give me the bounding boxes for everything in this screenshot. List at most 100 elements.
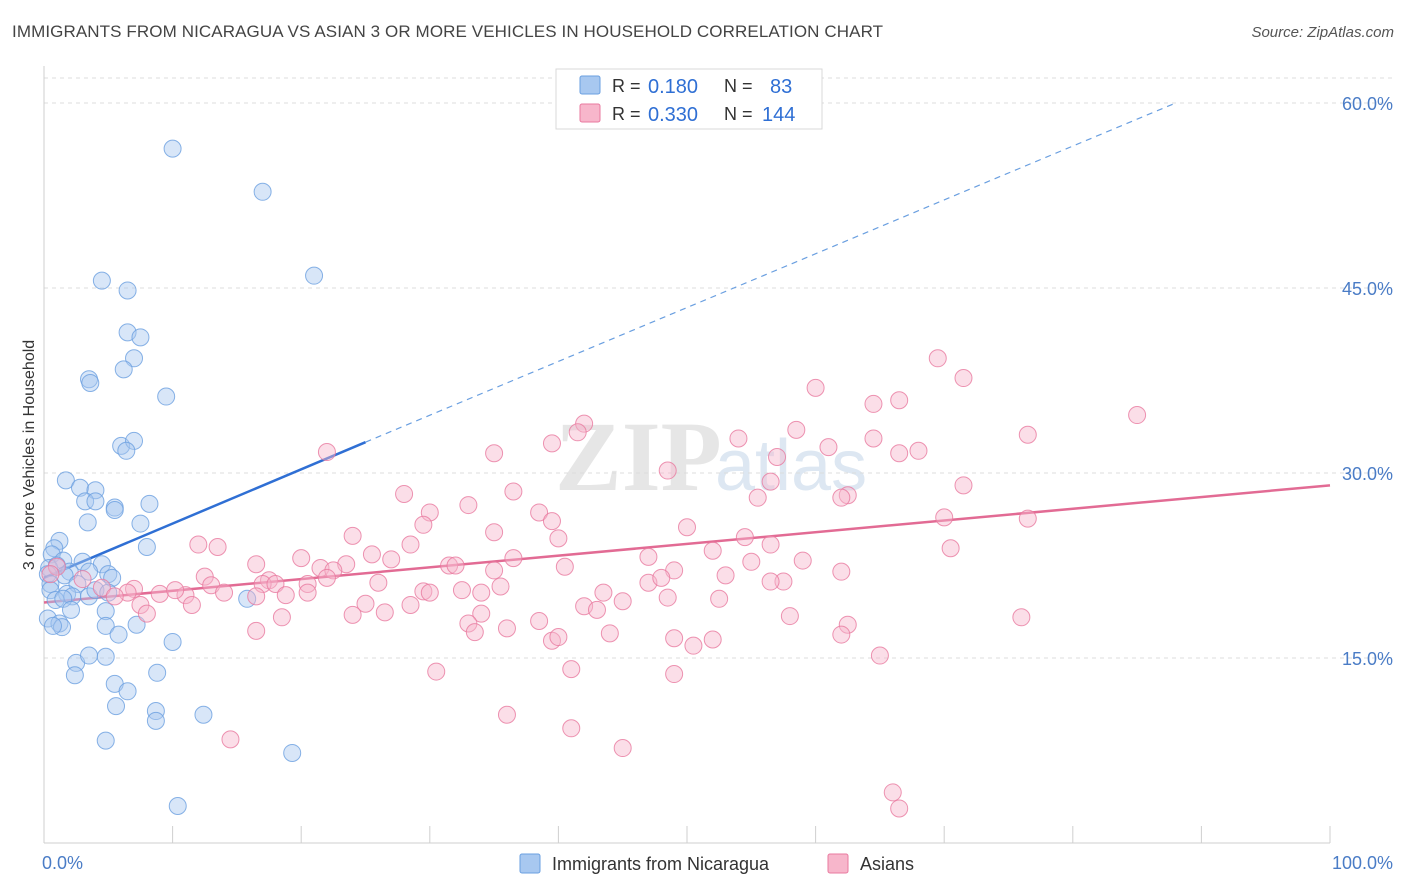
legend-n-value: 83 [770, 76, 792, 98]
point-asians [890, 799, 909, 818]
point-asians [414, 515, 433, 534]
legend-r-value: 0.330 [648, 104, 698, 126]
point-nicaragua [163, 632, 182, 651]
point-asians [1018, 425, 1037, 444]
point-asians [472, 583, 491, 602]
point-asians [497, 619, 516, 638]
point-nicaragua [118, 281, 137, 300]
point-asians [568, 423, 587, 442]
point-asians [774, 572, 793, 591]
point-asians [247, 621, 266, 640]
point-asians [710, 589, 729, 608]
point-asians [375, 603, 394, 622]
chart-title: IMMIGRANTS FROM NICARAGUA VS ASIAN 3 OR … [12, 22, 884, 41]
y-axis-label: 3 or more Vehicles in Household [21, 340, 38, 570]
point-nicaragua [118, 682, 137, 701]
point-asians [356, 594, 375, 613]
watermark-atlas: atlas [715, 426, 867, 506]
point-asians [298, 583, 317, 602]
point-asians [761, 572, 780, 591]
point-asians [485, 561, 504, 580]
point-nicaragua [41, 575, 60, 593]
legend-bottom-label-asians: Asians [860, 854, 914, 874]
point-nicaragua [253, 182, 272, 201]
point-asians [530, 612, 549, 630]
point-asians [652, 568, 671, 587]
point-asians [587, 600, 606, 619]
point-asians [562, 660, 581, 679]
point-asians [954, 476, 973, 495]
y-tick-label: 15.0% [1342, 649, 1393, 669]
point-asians [427, 662, 446, 681]
point-asians [941, 539, 960, 558]
legend-swatch-asians [579, 103, 601, 123]
point-nicaragua [114, 360, 133, 379]
point-asians [780, 607, 799, 626]
point-nicaragua [46, 591, 65, 610]
point-nicaragua [117, 441, 136, 460]
point-asians [761, 472, 780, 491]
trend-line-nicaragua-extension [365, 102, 1176, 443]
point-asians [555, 557, 574, 576]
data-points [38, 139, 1147, 818]
point-asians [600, 624, 619, 643]
point-nicaragua [86, 492, 105, 511]
point-asians [684, 636, 703, 655]
point-asians [92, 578, 111, 597]
point-nicaragua [80, 562, 99, 581]
x-tick-label: 100.0% [1332, 853, 1393, 873]
point-asians [420, 583, 439, 602]
point-nicaragua [146, 702, 165, 721]
trend-line-asians [43, 484, 1331, 604]
point-asians [189, 535, 208, 554]
point-asians [832, 625, 851, 644]
point-asians [247, 587, 266, 606]
point-asians [459, 496, 478, 515]
point-nicaragua [305, 266, 324, 285]
point-asians [504, 549, 523, 568]
point-asians [247, 555, 266, 574]
point-asians [639, 547, 658, 566]
point-nicaragua [56, 471, 75, 490]
legend-bottom-label-nicaragua: Immigrants from Nicaragua [552, 854, 770, 874]
point-asians [542, 512, 561, 531]
legend-bottom-swatch-asians [827, 853, 849, 874]
legend-r-label: R = [612, 104, 641, 124]
legend-row-nicaragua: R = 0.180 N = 83 [579, 75, 792, 98]
point-asians [382, 550, 401, 569]
point-nicaragua [146, 711, 165, 730]
point-asians [504, 482, 523, 501]
point-asians [1018, 509, 1037, 528]
point-asians [73, 570, 92, 589]
point-asians [787, 420, 806, 439]
point-asians [317, 568, 336, 587]
point-asians [166, 581, 185, 600]
point-nicaragua [168, 797, 187, 815]
point-nicaragua [125, 349, 144, 368]
point-asians [276, 586, 295, 605]
point-nicaragua [44, 616, 63, 635]
point-asians [703, 541, 722, 560]
legend-bottom: Immigrants from Nicaragua Asians [519, 853, 914, 874]
point-asians [530, 503, 549, 522]
point-asians [838, 615, 857, 634]
point-asians [748, 488, 767, 507]
y-tick-label: 60.0% [1342, 94, 1393, 114]
point-asians [768, 447, 787, 466]
point-asians [832, 562, 851, 581]
point-asians [935, 508, 954, 527]
point-nicaragua [80, 646, 99, 665]
axes [43, 66, 1331, 844]
point-asians [41, 565, 60, 584]
point-asians [176, 586, 195, 605]
point-nicaragua [157, 387, 176, 406]
point-nicaragua [131, 328, 150, 347]
point-asians [890, 444, 909, 463]
point-asians [485, 523, 504, 542]
point-asians [665, 629, 684, 648]
trend-line-nicaragua [43, 441, 366, 579]
point-asians [735, 528, 754, 547]
point-asians [883, 783, 902, 802]
point-nicaragua [140, 494, 159, 513]
point-nicaragua [194, 705, 213, 724]
